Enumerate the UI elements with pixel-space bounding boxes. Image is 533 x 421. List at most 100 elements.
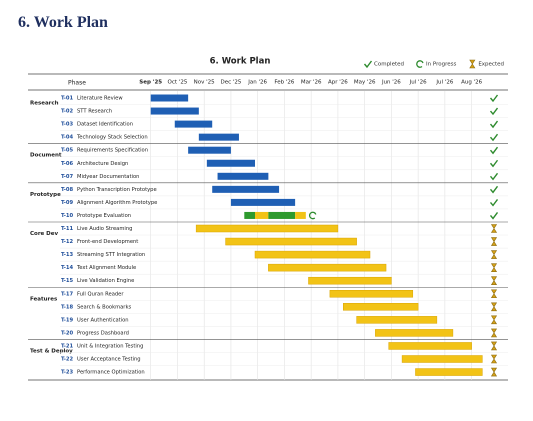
task-bar (195, 224, 339, 233)
x-tick-label: Apr '26 (328, 80, 348, 86)
task-id: T-23 (61, 370, 74, 376)
task-id: T-01 (61, 96, 74, 102)
x-tick-label: Jul '26 (409, 80, 427, 86)
phase-label: Features (30, 296, 58, 302)
legend-icon (416, 60, 424, 68)
task-id: T-21 (61, 343, 74, 349)
task-name: Midyear Documentation (77, 174, 139, 180)
task-bar (268, 263, 387, 272)
task-id: T-17 (61, 291, 74, 297)
task-bar (188, 146, 231, 154)
status-icon (489, 107, 499, 116)
x-tick-label: Feb '26 (274, 80, 294, 86)
task-id: T-19 (61, 317, 74, 323)
status-icon (490, 289, 498, 299)
task-id: T-04 (61, 135, 74, 141)
task-bar (217, 172, 269, 180)
task-name: Dataset Identification (77, 122, 133, 128)
task-segment (244, 211, 255, 219)
progress-icon (308, 211, 317, 220)
task-id: T-09 (61, 200, 74, 206)
task-id: T-15 (61, 278, 74, 284)
status-icon (489, 146, 499, 155)
task-bar (174, 120, 213, 128)
task-id: T-10 (61, 213, 74, 219)
task-bar (343, 303, 419, 311)
task-bar (401, 355, 483, 363)
task-id: T-12 (61, 239, 74, 245)
task-name: Progress Dashboard (77, 330, 129, 336)
status-icon (489, 120, 499, 129)
phase-label: Core Dev (30, 231, 58, 237)
status-icon (489, 185, 499, 194)
status-icon (490, 250, 498, 259)
status-icon (490, 263, 498, 272)
status-icon (490, 328, 498, 338)
task-name: Prototype Evaluation (77, 213, 131, 219)
status-icon (490, 341, 498, 351)
task-bar (415, 368, 483, 376)
task-bar (375, 329, 454, 337)
task-bar (198, 133, 239, 141)
task-name: Front-end Development (77, 239, 138, 245)
status-icon (490, 224, 498, 233)
status-icon (490, 276, 498, 285)
x-tick-label: Aug '26 (461, 80, 482, 86)
task-name: User Acceptance Testing (77, 357, 141, 363)
status-icon (490, 354, 498, 364)
phase-label: Document (30, 153, 62, 159)
task-name: Text Alignment Module (76, 265, 136, 271)
x-tick-label: Jun '26 (381, 80, 401, 86)
task-segment (268, 211, 296, 219)
phase-label: Test & Deploy (30, 348, 73, 354)
x-tick-label: Mar '26 (301, 80, 322, 86)
task-id: T-05 (61, 148, 74, 154)
x-tick-label: May '26 (354, 80, 376, 86)
status-icon (490, 302, 498, 312)
status-icon (489, 212, 499, 220)
status-icon (490, 367, 498, 377)
task-id: T-18 (61, 304, 74, 310)
x-tick-label: Nov '25 (194, 80, 215, 86)
task-name: Streaming STT Integration (77, 252, 145, 258)
heading: 6. Work Plan (18, 14, 108, 31)
task-name: Literature Review (77, 96, 123, 102)
task-id: T-20 (61, 330, 74, 336)
status-icon (489, 94, 499, 103)
task-bar (230, 198, 296, 206)
task-name: Requirements Specification (77, 148, 148, 154)
legend-icon (363, 60, 373, 69)
chart-title: 6. Work Plan (210, 57, 271, 67)
x-tick-label: Sep '25 (139, 80, 162, 86)
status-icon (489, 172, 499, 181)
task-id: T-06 (61, 161, 74, 167)
task-id: T-07 (61, 174, 74, 180)
status-icon (489, 198, 499, 207)
task-name: Technology Stack Selection (76, 135, 148, 141)
task-id: T-22 (61, 357, 74, 363)
x-tick-label: Oct '25 (168, 80, 188, 86)
task-name: User Authentication (77, 317, 129, 323)
task-bar (388, 342, 472, 350)
task-id: T-08 (61, 187, 74, 193)
phase-label: Research (30, 101, 59, 107)
legend-label: In Progress (426, 62, 456, 68)
task-id: T-02 (61, 109, 74, 115)
x-tick-label: Jul '26 (435, 80, 453, 86)
status-icon (489, 159, 499, 168)
phase-header: Phase (68, 80, 86, 87)
task-name: STT Research (77, 109, 112, 115)
task-segment (255, 211, 269, 219)
legend-label: Completed (374, 62, 404, 68)
legend-label: Expected (478, 62, 504, 68)
task-name: Search & Bookmarks (77, 304, 131, 310)
task-bar (329, 290, 414, 298)
task-name: Live Validation Engine (77, 278, 134, 284)
task-bar (308, 276, 392, 285)
x-tick-label: Dec '25 (220, 80, 241, 86)
task-name: Unit & Integration Testing (77, 343, 143, 349)
task-name: Performance Optimization (77, 370, 145, 376)
task-bar (225, 237, 357, 246)
legend-icon (469, 59, 476, 69)
